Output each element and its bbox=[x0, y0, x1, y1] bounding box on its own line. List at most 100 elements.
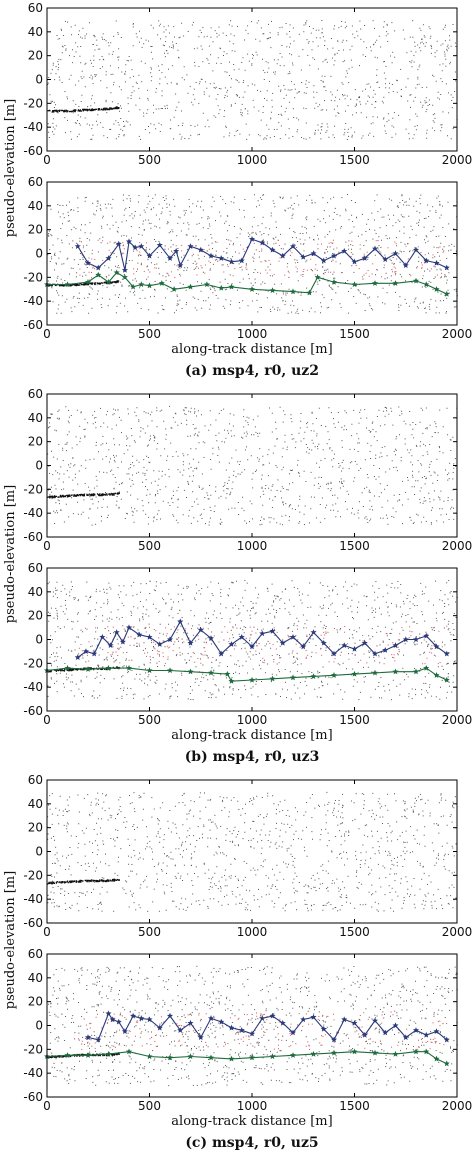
noise-photons bbox=[47, 405, 458, 526]
data-point bbox=[443, 264, 450, 271]
data-point bbox=[173, 247, 180, 254]
y-tick-label: -60 bbox=[23, 1090, 43, 1104]
data-point bbox=[402, 1034, 409, 1041]
data-point bbox=[371, 1017, 379, 1024]
data-point bbox=[330, 1049, 338, 1056]
series-0 bbox=[74, 236, 450, 273]
x-axis-label: along-track distance [m] bbox=[171, 728, 332, 743]
data-point bbox=[197, 246, 204, 253]
data-point bbox=[433, 1028, 440, 1035]
x-tick-label: 2000 bbox=[442, 327, 473, 341]
surface-photons bbox=[47, 492, 121, 499]
data-point bbox=[259, 1015, 266, 1021]
data-point bbox=[412, 636, 420, 643]
data-point bbox=[228, 1055, 235, 1062]
data-point bbox=[238, 1027, 245, 1033]
data-point bbox=[341, 642, 348, 649]
data-point bbox=[218, 255, 225, 261]
x-tick-label: 0 bbox=[43, 925, 51, 939]
y-tick-label: -60 bbox=[23, 916, 43, 930]
data-point bbox=[248, 286, 256, 292]
data-point bbox=[84, 666, 92, 672]
data-point bbox=[392, 642, 399, 649]
data-point bbox=[158, 280, 165, 286]
x-tick-label: 1500 bbox=[339, 1099, 370, 1113]
series-line bbox=[77, 238, 448, 271]
x-tick-label: 1000 bbox=[237, 925, 268, 939]
data-point bbox=[115, 1018, 122, 1025]
data-point bbox=[166, 1012, 174, 1019]
data-point bbox=[310, 250, 317, 257]
y-tick-label: -40 bbox=[23, 120, 43, 134]
data-point bbox=[130, 1012, 137, 1019]
data-point bbox=[166, 1054, 174, 1061]
y-tick-label: -20 bbox=[23, 96, 43, 110]
y-tick-label: -60 bbox=[23, 318, 43, 332]
y-tick-label: 20 bbox=[28, 995, 43, 1009]
x-tick-label: 500 bbox=[138, 153, 161, 167]
data-point bbox=[279, 1019, 286, 1026]
y-tick-label: -20 bbox=[23, 482, 43, 496]
surface-photons bbox=[47, 106, 120, 113]
data-point bbox=[289, 633, 297, 640]
x-tick-label: 2000 bbox=[442, 153, 473, 167]
data-point bbox=[289, 288, 297, 295]
data-point bbox=[300, 1016, 307, 1023]
data-point bbox=[113, 629, 120, 635]
x-tick-label: 500 bbox=[138, 539, 161, 553]
data-point bbox=[443, 290, 450, 297]
data-point bbox=[238, 633, 245, 640]
data-point bbox=[113, 269, 120, 276]
y-tick-label: 60 bbox=[28, 561, 43, 575]
data-point bbox=[177, 618, 184, 625]
data-point bbox=[443, 650, 450, 657]
x-tick-label: 0 bbox=[43, 1099, 51, 1113]
data-point bbox=[412, 277, 420, 284]
data-point bbox=[341, 1016, 348, 1023]
data-point bbox=[392, 250, 399, 257]
data-point bbox=[187, 283, 194, 290]
data-point bbox=[207, 1015, 215, 1021]
x-tick-label: 2000 bbox=[442, 1099, 473, 1113]
data-point bbox=[187, 243, 194, 249]
data-point bbox=[423, 257, 430, 264]
data-point bbox=[423, 1031, 430, 1038]
data-point bbox=[310, 673, 317, 680]
x-tick-label: 500 bbox=[138, 327, 161, 341]
data-point bbox=[289, 674, 297, 681]
data-point bbox=[84, 1052, 92, 1058]
x-tick-label: 0 bbox=[43, 327, 51, 341]
data-point bbox=[95, 264, 102, 271]
data-point bbox=[371, 669, 379, 676]
y-tick-label: -40 bbox=[23, 506, 43, 520]
data-point bbox=[207, 669, 215, 676]
data-point bbox=[121, 274, 128, 280]
y-tick-label: 0 bbox=[35, 633, 43, 647]
data-point bbox=[402, 636, 409, 643]
data-point bbox=[310, 1050, 317, 1057]
x-tick-label: 1500 bbox=[339, 539, 370, 553]
data-point bbox=[289, 1052, 297, 1058]
data-point bbox=[269, 675, 276, 682]
data-point bbox=[402, 262, 409, 269]
data-point bbox=[228, 641, 235, 647]
series-0 bbox=[84, 1010, 450, 1043]
data-point bbox=[248, 1030, 256, 1037]
data-point bbox=[330, 1036, 338, 1043]
y-tick-label: -40 bbox=[23, 892, 43, 906]
data-point bbox=[361, 255, 368, 261]
data-point bbox=[95, 271, 102, 278]
data-point bbox=[84, 259, 92, 266]
data-point bbox=[371, 245, 379, 252]
data-point bbox=[125, 1048, 133, 1055]
data-point bbox=[130, 283, 137, 290]
data-point bbox=[99, 633, 106, 640]
data-point bbox=[392, 668, 399, 675]
data-point bbox=[248, 236, 256, 242]
x-tick-label: 2000 bbox=[442, 539, 473, 553]
data-point bbox=[125, 624, 133, 631]
data-point bbox=[248, 676, 256, 683]
